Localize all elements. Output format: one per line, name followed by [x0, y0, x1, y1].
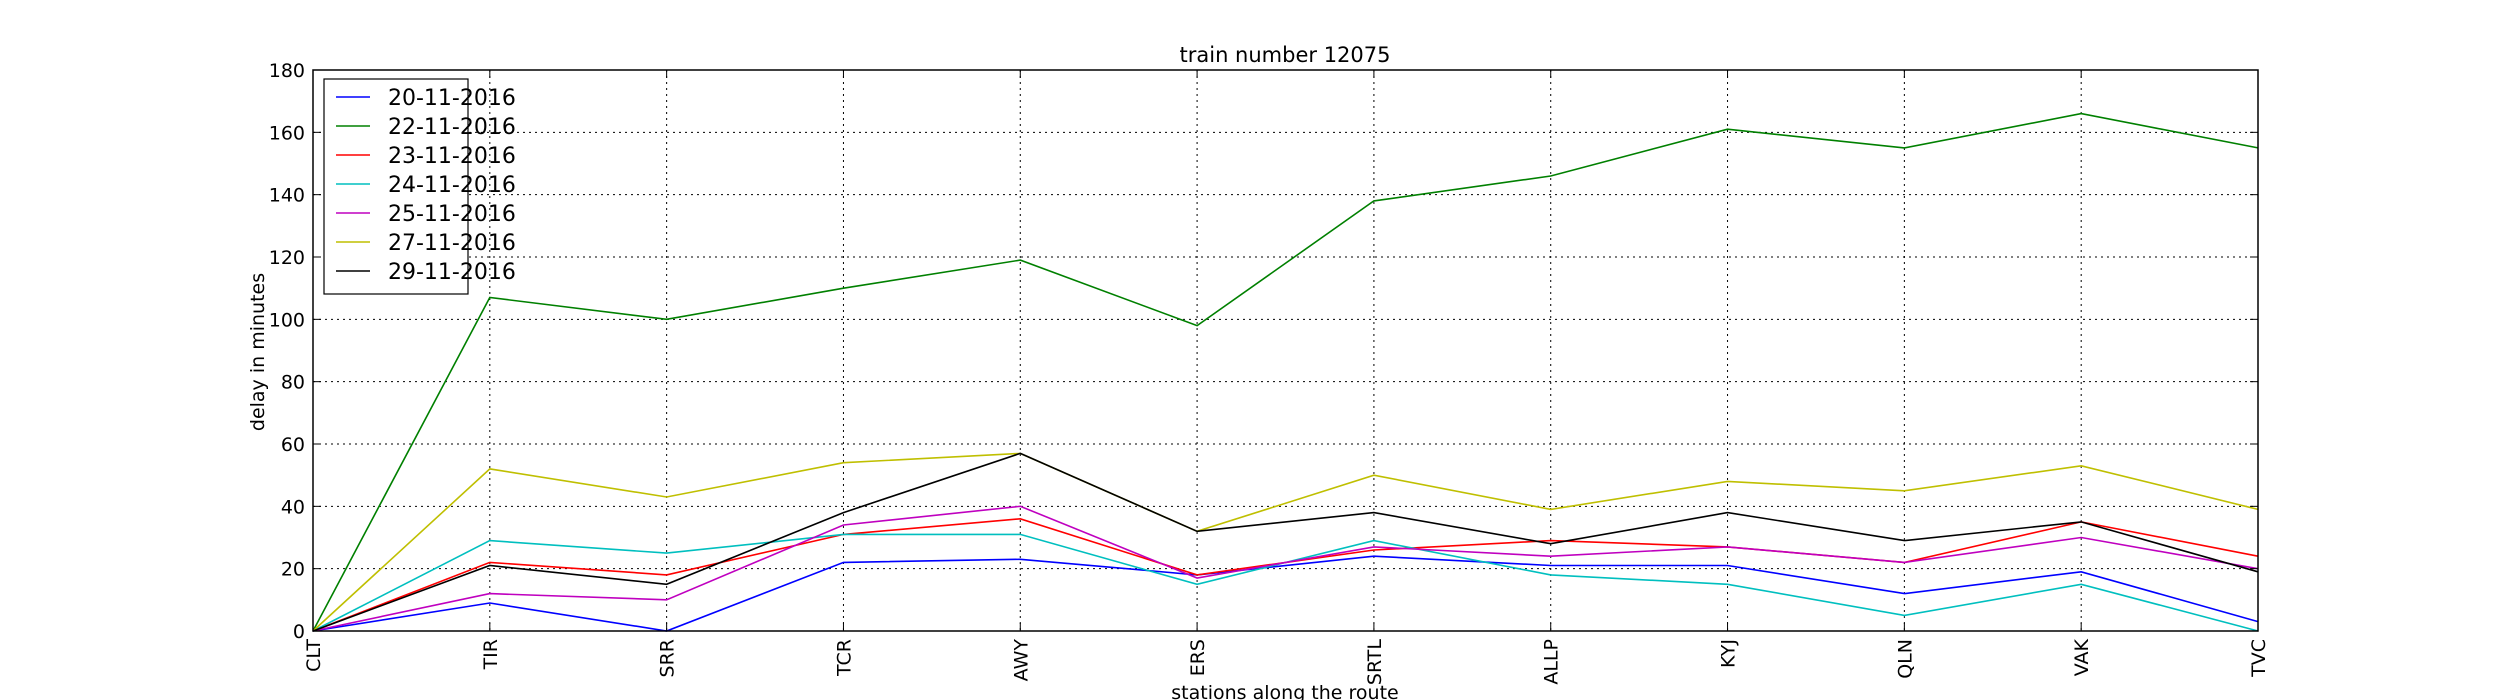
x-tick-label: ALLP	[1541, 639, 1563, 685]
legend-box	[323, 78, 469, 295]
grid	[312, 69, 2259, 632]
x-tick-label: AWY	[1010, 639, 1032, 682]
legend: 20-11-2016 22-11-2016 23-11-2016 24-11-2016…	[323, 78, 516, 295]
legend-label: 25-11-2016	[388, 202, 516, 227]
y-tick-label: 80	[281, 372, 305, 394]
x-tick-label: ERS	[1187, 639, 1209, 676]
x-tick-label: TIR	[480, 639, 502, 670]
x-tick-label: SRR	[657, 639, 679, 677]
y-tick-label: 0	[293, 621, 305, 643]
x-tick-label: QLN	[1894, 639, 1916, 679]
series-line-23-11-2016	[312, 517, 2259, 632]
series-line-27-11-2016	[312, 452, 2259, 632]
x-tick-label: VAK	[2071, 638, 2093, 676]
y-tick-label: 120	[269, 247, 305, 269]
x-axis: CLT TIR SRR TCR AWY ERS SRTL ALLP KYJ QLN VAK TVC	[303, 70, 2270, 685]
y-tick-label: 100	[269, 309, 305, 331]
plot-frame	[312, 69, 2259, 632]
x-tick-label: TCR	[833, 639, 855, 677]
series-line-20-11-2016	[312, 555, 2259, 632]
legend-label: 27-11-2016	[388, 231, 516, 256]
series-line-25-11-2016	[312, 505, 2259, 632]
y-tick-label: 40	[281, 496, 305, 518]
x-tick-label: TVC	[2248, 639, 2270, 678]
y-tick-label: 140	[269, 185, 305, 207]
x-tick-label: KYJ	[1718, 639, 1740, 668]
y-tick-label: 60	[281, 434, 305, 456]
x-tick-label: SRTL	[1364, 639, 1386, 685]
y-axis-label: delay in minutes	[247, 273, 269, 431]
y-tick-label: 160	[269, 122, 305, 144]
x-axis-label: stations along the route	[1171, 682, 1398, 700]
y-tick-label: 20	[281, 559, 305, 581]
x-tick-label: CLT	[303, 639, 325, 672]
series-lines	[312, 112, 2259, 632]
legend-label: 20-11-2016	[388, 86, 516, 111]
chart-title: train number 12075	[1180, 43, 1391, 67]
y-tick-label: 180	[269, 60, 305, 82]
y-axis: 0 20 40 60 80 100 120 140 160 180	[269, 60, 2258, 643]
legend-label: 29-11-2016	[388, 260, 516, 285]
legend-label: 24-11-2016	[388, 173, 516, 198]
legend-label: 22-11-2016	[388, 115, 516, 140]
legend-label: 23-11-2016	[388, 144, 516, 169]
series-line-22-11-2016	[312, 112, 2259, 632]
series-line-29-11-2016	[312, 452, 2259, 632]
